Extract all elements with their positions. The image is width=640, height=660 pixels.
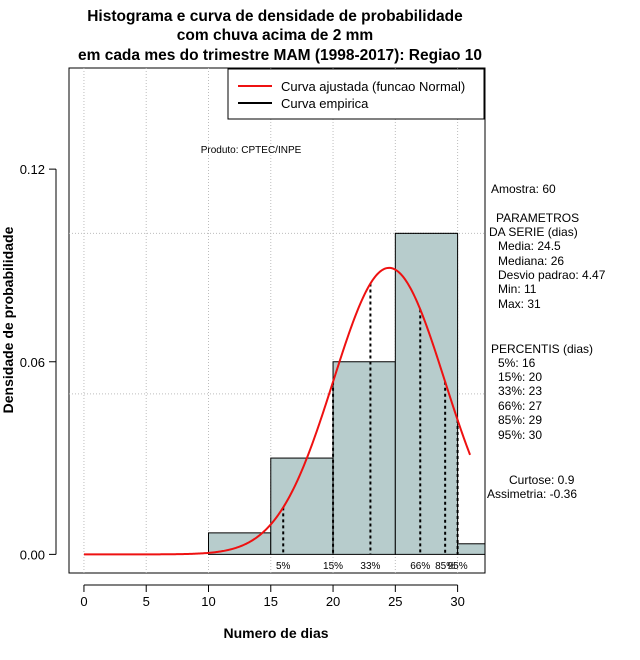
percentile-layer: 5% 15% 33% 66% 85%95% (276, 283, 468, 572)
chart-title-line-1: Histograma e curva de densidade de proba… (87, 8, 463, 25)
kurtosis: Curtose: 0.9 (509, 473, 575, 487)
percentile-15: 15%: 20 (498, 370, 542, 384)
param-sd: Desvio padrao: 4.47 (498, 268, 606, 282)
legend-label-empirical: Curva empirica (281, 96, 369, 111)
y-axis-label: Densidade de probabilidade (0, 226, 16, 413)
param-mean: Media: 24.5 (498, 239, 561, 253)
x-tick-label: 20 (326, 594, 340, 609)
bars-layer (207, 232, 486, 555)
normal-density-curve (83, 266, 471, 556)
x-tick-label: 5 (143, 594, 150, 609)
percentile-66: 66%: 27 (498, 399, 542, 413)
param-min: Min: 11 (498, 282, 537, 296)
percentile-5: 5%: 16 (498, 356, 536, 370)
chart-title-line-2: com chuva acima de 2 mm (177, 27, 373, 44)
sample-size: Amostra: 60 (491, 182, 556, 196)
y-tick-label: 0.12 (20, 162, 45, 177)
percentile-label: 5% (276, 561, 291, 572)
params-heading: PARAMETROS (496, 211, 579, 225)
percentile-33: 33%: 23 (498, 384, 542, 398)
axis-layer: 0 5 10 15 20 25 30 0.00 0.06 0.12 (20, 162, 465, 609)
curve-layer (83, 266, 471, 556)
param-max: Max: 31 (498, 297, 541, 311)
stats-panel: Amostra: 60 PARAMETROS DA SERIE (dias) M… (487, 182, 606, 501)
percentile-label: 95% (448, 561, 468, 572)
legend-box (227, 68, 485, 120)
legend-label-normal: Curva ajustada (funcao Normal) (281, 79, 465, 94)
percentile-label: 33% (360, 561, 380, 572)
x-tick-label: 30 (450, 594, 464, 609)
legend: Curva ajustada (funcao Normal) Curva emp… (227, 68, 485, 120)
percentile-85: 85%: 29 (498, 413, 542, 427)
x-tick-label: 10 (201, 594, 215, 609)
percentile-label: 66% (410, 561, 430, 572)
percentile-label: 85% (435, 561, 455, 572)
x-tick-label: 0 (80, 594, 87, 609)
x-tick-label: 25 (388, 594, 402, 609)
chart-title-line-3: em cada mes do trimestre MAM (1998-2017)… (78, 47, 482, 64)
product-annotation: Produto: CPTEC/INPE (201, 145, 302, 156)
x-axis-label: Numero de dias (223, 625, 328, 641)
percentis-heading: PERCENTIS (dias) (491, 342, 593, 356)
y-tick-label: 0.06 (20, 355, 45, 370)
percentile-label: 15% (323, 561, 343, 572)
x-tick-label: 15 (264, 594, 278, 609)
params-subheading: DA SERIE (dias) (489, 225, 578, 239)
histogram-bar (457, 543, 486, 555)
skewness: Assimetria: -0.36 (487, 487, 577, 501)
plot-frame (68, 67, 486, 574)
percentile-95: 95%: 30 (498, 428, 542, 442)
histogram-bar (270, 457, 334, 555)
histogram-bar (394, 232, 459, 555)
histogram-bar (332, 361, 396, 555)
param-median: Mediana: 26 (498, 254, 564, 268)
y-tick-label: 0.00 (20, 547, 45, 562)
